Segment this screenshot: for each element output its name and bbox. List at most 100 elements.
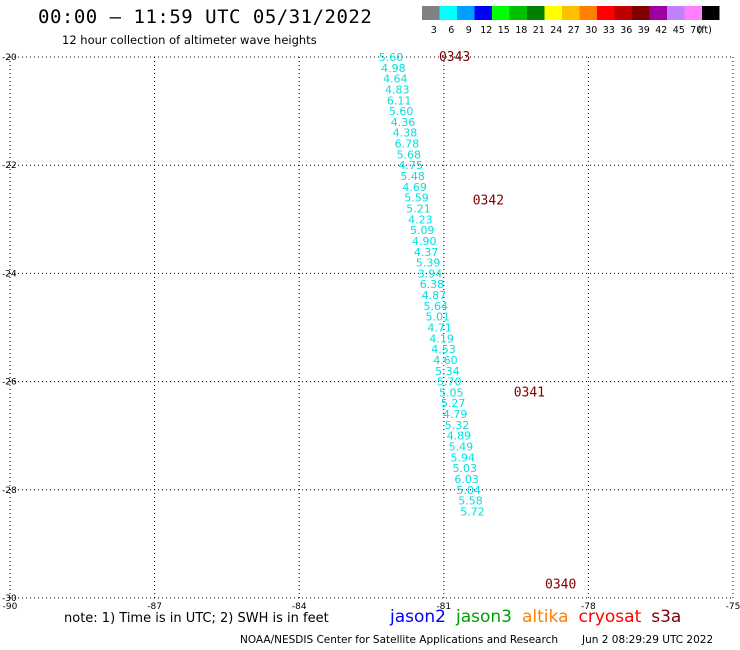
swh-value-label: 6.03	[454, 473, 479, 486]
y-tick-label: -24	[2, 269, 17, 279]
chart-title: 00:00 – 11:59 UTC 05/31/2022	[38, 6, 373, 28]
legend-bin-label: 36	[620, 25, 632, 36]
footer-timestamp: Jun 2 08:29:29 UTC 2022	[582, 634, 714, 646]
y-tick-label: -22	[2, 161, 17, 171]
swh-value-label: 5.21	[406, 202, 431, 215]
y-tick-label: -28	[2, 486, 17, 496]
legend-swatch	[684, 6, 702, 20]
legend-bin-label: 45	[673, 25, 685, 36]
swh-value-label: 5.59	[404, 192, 429, 205]
swh-value-label: 5.64	[424, 300, 449, 313]
legend-swatch	[702, 6, 720, 20]
units-note: note: 1) Time is in UTC; 2) SWH is in fe…	[64, 611, 329, 626]
swh-value-label: 6.78	[395, 138, 420, 151]
footer-credit: NOAA/NESDIS Center for Satellite Applica…	[240, 634, 558, 646]
legend-bin-label: 42	[655, 25, 667, 36]
swh-value-label: 5.09	[410, 224, 435, 237]
legend-swatch	[439, 6, 457, 20]
legend-bin-label: 30	[585, 25, 597, 36]
legend-bin-label: 24	[550, 25, 562, 36]
legend-bin-label: 70	[690, 25, 702, 36]
legend-swatch	[527, 6, 545, 20]
swh-value-label: 4.75	[398, 159, 423, 172]
legend-unit-label: (ft)	[698, 25, 712, 36]
legend-bin-label: 39	[638, 25, 650, 36]
swh-value-label: 4.53	[431, 343, 456, 356]
y-tick-label: -20	[2, 53, 17, 63]
legend-swatch	[632, 6, 650, 20]
swh-value-label: 5.70	[437, 376, 462, 389]
legend-bin-label: 18	[515, 25, 527, 36]
legend-swatch	[544, 6, 562, 20]
swh-value-label: 5.27	[441, 397, 466, 410]
swh-value-label: 4.83	[385, 83, 410, 96]
swh-value-label: 3.94	[418, 267, 443, 280]
swh-value-label: 4.98	[381, 62, 406, 75]
swh-value-label: 4.79	[443, 408, 468, 421]
legend-bin-label: 6	[448, 25, 454, 36]
satellite-label-jason3: jason3	[456, 607, 512, 627]
legend-bin-label: 27	[568, 25, 580, 36]
swh-value-label: 4.60	[433, 354, 458, 367]
x-tick-label: -84	[292, 602, 307, 612]
y-tick-label: -30	[2, 594, 17, 604]
swh-value-label: 5.94	[451, 451, 476, 464]
satellite-label-altika: altika	[522, 607, 569, 627]
swh-value-label: 6.11	[387, 94, 412, 107]
swh-value-label: 4.89	[447, 430, 472, 443]
swh-value-label: 4.64	[383, 73, 408, 86]
y-tick-label: -26	[2, 378, 17, 388]
satellite-label-s3a: s3a	[651, 607, 682, 627]
legend-swatch	[457, 6, 475, 20]
satellite-label-jason2: jason2	[390, 607, 446, 627]
swh-value-label: 4.36	[391, 116, 416, 129]
swh-value-label: 5.58	[458, 495, 483, 508]
swh-value-label: 5.60	[379, 51, 404, 64]
legend-swatch	[422, 6, 440, 20]
swh-value-label: 4.23	[408, 213, 433, 226]
swh-value-label: 5.60	[389, 105, 414, 118]
time-label: 0343	[439, 50, 470, 65]
legend-swatch	[474, 6, 492, 20]
swh-value-label: 5.49	[449, 441, 474, 454]
chart-subtitle: 12 hour collection of altimeter wave hei…	[62, 33, 317, 47]
legend-bin-label: 15	[498, 25, 510, 36]
legend-swatch	[509, 6, 527, 20]
legend-swatch	[562, 6, 580, 20]
swh-value-label: 5.03	[452, 462, 477, 475]
legend-swatch	[597, 6, 615, 20]
legend-bin-label: 3	[431, 25, 437, 36]
swh-value-label: 4.90	[412, 235, 437, 248]
swh-value-label: 5.39	[416, 257, 441, 270]
swh-value-label: 4.69	[402, 181, 427, 194]
legend-bin-label: 12	[480, 25, 492, 36]
legend-swatch	[667, 6, 685, 20]
legend-bin-label: 9	[466, 25, 472, 36]
legend-swatch	[492, 6, 510, 20]
time-label: 0341	[514, 385, 545, 400]
color-legend: 3 6 9 12 15 18 21 24 27 30 33 36 39 42 45 70(ft)	[422, 6, 720, 36]
swh-value-label: 4.38	[393, 127, 418, 140]
swh-value-label: 4.71	[427, 322, 452, 335]
swh-value-label: 4.37	[414, 246, 439, 259]
swh-value-label: 5.68	[397, 148, 422, 161]
x-tick-label: -81	[436, 602, 451, 612]
satellite-legend: jason2 jason3 altika cryosat s3a	[390, 607, 691, 627]
time-label: 0340	[545, 577, 576, 592]
legend-swatch	[614, 6, 632, 20]
swh-value-label: 5.72	[460, 505, 485, 518]
swh-value-label: 5.48	[400, 170, 425, 183]
swh-value-label: 4.87	[422, 289, 447, 302]
swh-value-label: 6.38	[420, 278, 445, 291]
x-tick-label: -78	[581, 602, 596, 612]
x-tick-label: -75	[726, 602, 740, 612]
swh-value-label: 5.34	[435, 365, 460, 378]
legend-swatch	[649, 6, 667, 20]
swh-value-label: 5.01	[425, 311, 450, 324]
time-label: 0342	[473, 193, 504, 208]
swh-value-label: 5.05	[439, 386, 464, 399]
legend-bin-label: 33	[603, 25, 615, 36]
swh-value-label: 4.19	[429, 332, 454, 345]
satellite-label-cryosat: cryosat	[578, 607, 642, 627]
